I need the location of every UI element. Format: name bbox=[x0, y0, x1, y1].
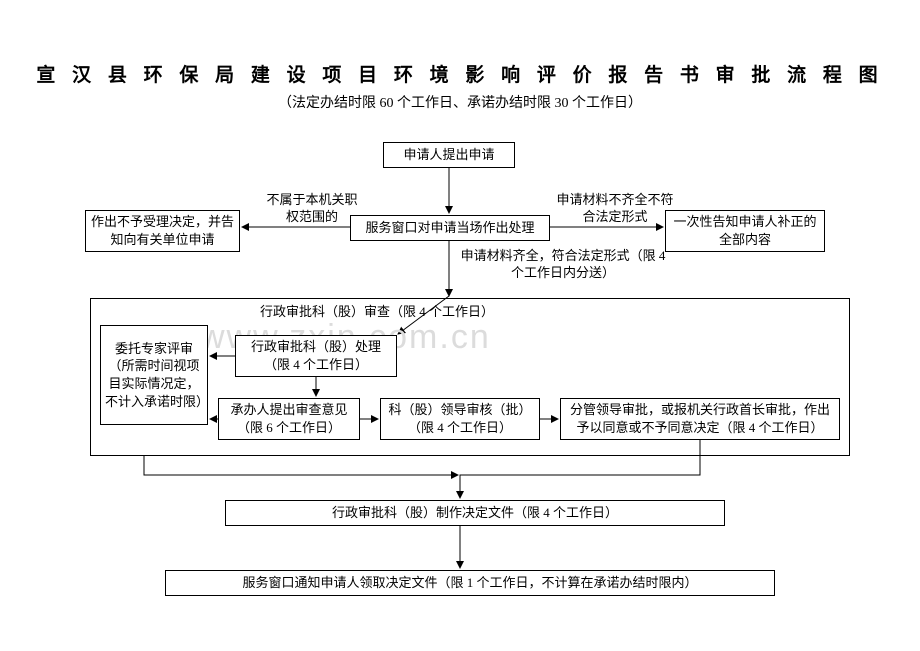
node-makedoc: 行政审批科（股）制作决定文件（限 4 个工作日） bbox=[225, 500, 725, 526]
node-supplement: 一次性告知申请人补正的全部内容 bbox=[665, 210, 825, 252]
node-apply: 申请人提出申请 bbox=[383, 142, 515, 168]
node-expert: 委托专家评审（所需时间视项目实际情况定，不计入承诺时限） bbox=[100, 325, 208, 425]
flowchart-page: www.zxin.com.cn 宣 汉 县 环 保 局 建 设 项 目 环 境 … bbox=[0, 0, 920, 651]
label-review: 行政审批科（股）审查（限 4 个工作日） bbox=[232, 304, 522, 321]
node-kecheck: 科（股）领导审核（批）（限 4 个工作日） bbox=[380, 398, 540, 440]
node-leader: 分管领导审批，或报机关行政首长审批，作出予以同意或不予同意决定（限 4 个工作日… bbox=[560, 398, 840, 440]
page-title: 宣 汉 县 环 保 局 建 设 项 目 环 境 影 响 评 价 报 告 书 审 … bbox=[0, 60, 920, 87]
node-process: 行政审批科（股）处理（限 4 个工作日） bbox=[235, 335, 397, 377]
node-window: 服务窗口对申请当场作出处理 bbox=[350, 215, 550, 241]
label-incomplete: 申请材料不齐全不符合法定形式 bbox=[555, 192, 675, 226]
node-notify: 服务窗口通知申请人领取决定文件（限 1 个工作日，不计算在承诺办结时限内） bbox=[165, 570, 775, 596]
label-notours: 不属于本机关职权范围的 bbox=[262, 192, 362, 226]
node-reject-left: 作出不予受理决定，并告知向有关单位申请 bbox=[85, 210, 240, 252]
node-opinion: 承办人提出审查意见（限 6 个工作日） bbox=[218, 398, 360, 440]
label-complete: 申请材料齐全，符合法定形式（限 4 个工作日内分送） bbox=[453, 248, 673, 282]
page-subtitle: （法定办结时限 60 个工作日、承诺办结时限 30 个工作日） bbox=[0, 92, 920, 112]
